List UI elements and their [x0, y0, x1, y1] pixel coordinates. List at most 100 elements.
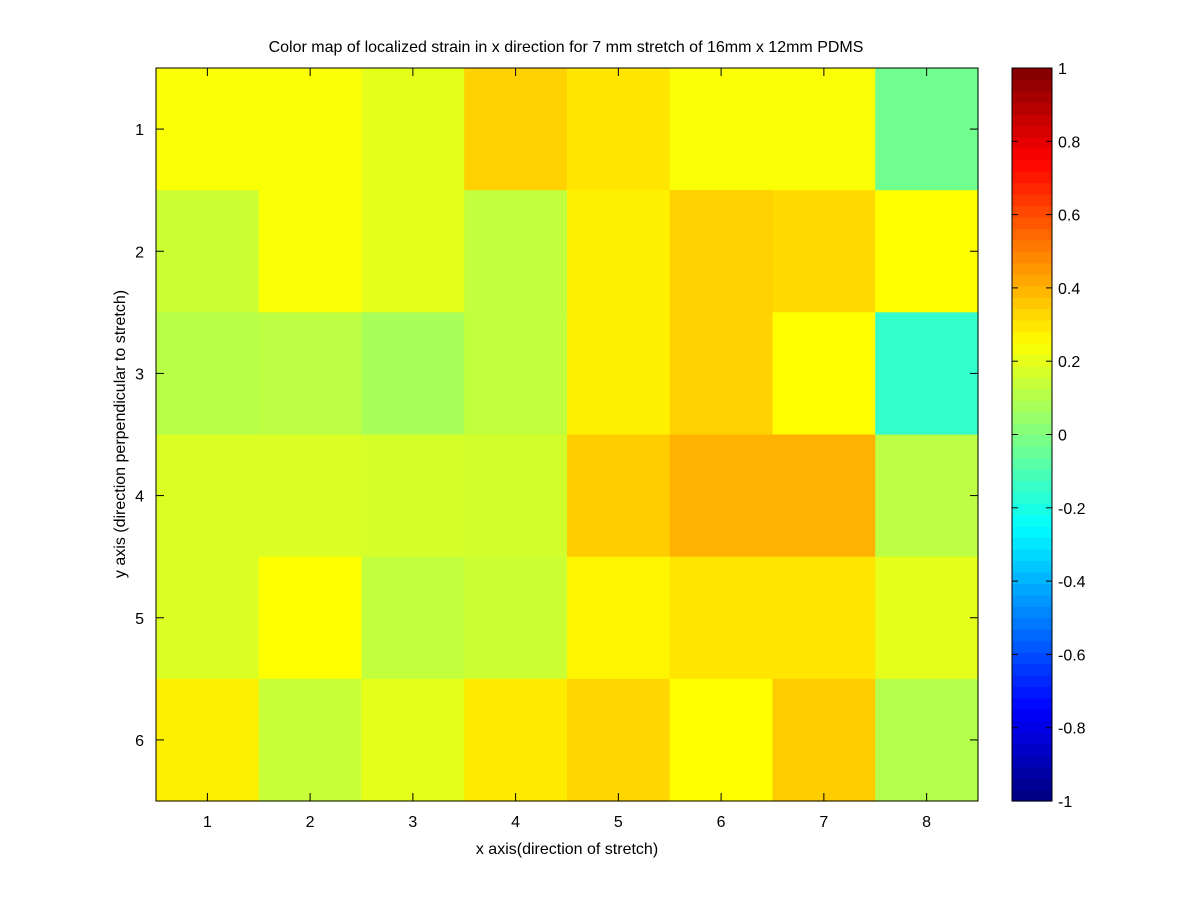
- colorbar-band: [1012, 732, 1052, 745]
- heatmap-cell: [258, 556, 363, 680]
- colorbar-band: [1012, 102, 1052, 115]
- colorbar-band: [1012, 445, 1052, 458]
- colorbar-band: [1012, 675, 1052, 688]
- heatmap-cell: [156, 312, 260, 436]
- heatmap-cells: [156, 68, 979, 802]
- heatmap-cell: [772, 434, 876, 558]
- colorbar-band: [1012, 514, 1052, 527]
- colorbar-band: [1012, 205, 1052, 218]
- colorbar-band: [1012, 193, 1052, 207]
- y-tick-label: 6: [135, 733, 144, 750]
- colorbar-band: [1012, 594, 1052, 607]
- colorbar-band: [1012, 182, 1052, 195]
- colorbar-band: [1012, 652, 1052, 665]
- heatmap-cell: [669, 68, 774, 191]
- colorbar-band: [1012, 583, 1052, 596]
- colorbar-band: [1012, 709, 1052, 722]
- colorbar-band: [1012, 331, 1052, 344]
- y-tick-label: 4: [135, 489, 144, 506]
- x-tick-label: 5: [614, 814, 623, 831]
- colorbar-band: [1012, 491, 1052, 504]
- heatmap-cell: [875, 190, 979, 313]
- heatmap-cell: [464, 678, 568, 802]
- x-tick-label: 8: [922, 814, 931, 831]
- y-tick-label: 5: [135, 611, 144, 628]
- heatmap-cell: [772, 556, 876, 680]
- heatmap-cell: [669, 312, 774, 436]
- heatmap-cell: [875, 312, 979, 436]
- x-axis-label: x axis(direction of stretch): [476, 841, 658, 858]
- heatmap-cell: [156, 678, 260, 802]
- y-axis-label: y axis (direction perpendicular to stret…: [112, 290, 129, 578]
- heatmap-cell: [258, 190, 363, 313]
- heatmap-cell: [156, 68, 260, 191]
- heatmap-cell: [875, 68, 979, 191]
- heatmap-cell: [567, 190, 671, 313]
- heatmap-cell: [772, 190, 876, 313]
- colorbar-tick-label: -0.6: [1058, 647, 1086, 664]
- colorbar-band: [1012, 262, 1052, 275]
- colorbar-band: [1012, 239, 1052, 252]
- colorbar-band: [1012, 526, 1052, 539]
- colorbar-band: [1012, 686, 1052, 699]
- x-axis-ticks: 1 2 3 4 5 6 7 8: [203, 68, 931, 831]
- heatmap-cell: [567, 434, 671, 558]
- x-tick-label: 7: [819, 814, 828, 831]
- colorbar-band: [1012, 388, 1052, 401]
- x-tick-label: 3: [408, 814, 417, 831]
- colorbar-band: [1012, 766, 1052, 779]
- y-axis-ticks: 1 2 3 4 5 6: [135, 122, 978, 750]
- colorbar-band: [1012, 228, 1052, 241]
- heatmap-cell: [567, 312, 671, 436]
- heatmap-cell: [361, 312, 465, 436]
- heatmap-cell: [464, 190, 568, 313]
- heatmap-cell: [669, 434, 774, 558]
- colorbar-band: [1012, 606, 1052, 619]
- colorbar-tick-label: -0.4: [1058, 574, 1086, 591]
- colorbar-tick-label: 0.4: [1058, 281, 1080, 298]
- chart-title: Color map of localized strain in x direc…: [269, 39, 864, 56]
- colorbar: [1012, 68, 1052, 802]
- heatmap-cell: [156, 434, 260, 558]
- colorbar-band: [1012, 216, 1052, 229]
- colorbar-band: [1012, 79, 1052, 92]
- heatmap-cell: [772, 678, 876, 802]
- colorbar-tick-label: 0.2: [1058, 354, 1080, 371]
- heatmap-cell: [875, 678, 979, 802]
- heatmap-cell: [464, 434, 568, 558]
- colorbar-band: [1012, 148, 1052, 161]
- heatmap-cell: [875, 556, 979, 680]
- colorbar-tick-label: 0.8: [1058, 134, 1080, 151]
- heatmap-cell: [567, 68, 671, 191]
- colorbar-band: [1012, 377, 1052, 390]
- colorbar-band: [1012, 434, 1052, 447]
- heatmap-cell: [156, 556, 260, 680]
- heatmap-cell: [669, 556, 774, 680]
- heatmap-cell: [361, 678, 465, 802]
- colorbar-band: [1012, 319, 1052, 333]
- colorbar-band: [1012, 549, 1052, 562]
- colorbar-band: [1012, 285, 1052, 298]
- colorbar-tick-label: -0.8: [1058, 721, 1086, 738]
- colorbar-band: [1012, 251, 1052, 264]
- heatmap-cell: [258, 68, 363, 191]
- heatmap-cell: [772, 312, 876, 436]
- colorbar-band: [1012, 560, 1052, 573]
- heatmap-cell: [464, 68, 568, 191]
- colorbar-ticks: -1 -0.8 -0.6 -0.4 -0.2 0 0.2 0.4 0.6 0.8 1: [1012, 61, 1086, 811]
- x-tick-label: 1: [203, 814, 212, 831]
- colorbar-band: [1012, 113, 1052, 126]
- colorbar-band: [1012, 617, 1052, 630]
- colorbar-band: [1012, 90, 1052, 103]
- colorbar-band: [1012, 663, 1052, 676]
- heatmap-cell: [258, 434, 363, 558]
- colorbar-band: [1012, 789, 1052, 802]
- heatmap-cell: [567, 678, 671, 802]
- heatmap-cell: [258, 312, 363, 436]
- heatmap-cell: [361, 68, 465, 191]
- colorbar-tick-label: 0: [1058, 428, 1067, 445]
- colorbar-band: [1012, 297, 1052, 310]
- colorbar-band: [1012, 365, 1052, 378]
- heatmap-cell: [156, 190, 260, 313]
